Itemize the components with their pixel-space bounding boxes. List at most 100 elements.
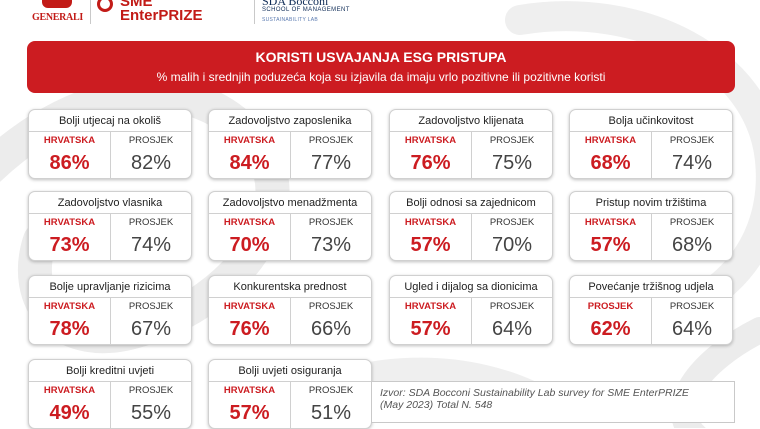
card-left-value: 49% bbox=[49, 402, 90, 424]
card-right-label: PROSJEK bbox=[128, 135, 174, 146]
card-title: Bolji utjecaj na okoliš bbox=[58, 115, 162, 127]
ring-icon bbox=[97, 0, 113, 12]
card-left-label: PROSJEK bbox=[587, 301, 634, 312]
benefit-card: Konkurentska prednost HRVATSKA PROSJEK 76% 6… bbox=[208, 275, 372, 345]
card-left-value: 57% bbox=[410, 234, 451, 256]
card-left-value: 57% bbox=[410, 318, 451, 340]
card-left-label: HRVATSKA bbox=[223, 301, 276, 312]
card-column-divider bbox=[651, 213, 652, 260]
page-subtitle: % malih i srednjih poduzeća koja su izja… bbox=[156, 70, 606, 84]
lion-icon bbox=[42, 0, 72, 8]
card-column-divider bbox=[471, 131, 472, 178]
card-title: Bolji kreditni uvjeti bbox=[65, 365, 155, 377]
card-right-label: PROSJEK bbox=[128, 301, 174, 312]
card-left-label: HRVATSKA bbox=[404, 135, 457, 146]
card-right-label: PROSJEK bbox=[669, 301, 715, 312]
sda-logo-line3: SUSTAINABILITY LAB bbox=[262, 17, 319, 23]
benefit-card: Povećanje tržišnog udjela PROSJEK PROSJEK 6… bbox=[569, 275, 733, 345]
generali-logo-text: GENERALI bbox=[32, 12, 83, 23]
card-title: Ugled i dijalog sa dionicima bbox=[404, 281, 538, 293]
card-left-value: 62% bbox=[590, 318, 631, 340]
card-right-label: PROSJEK bbox=[308, 217, 354, 228]
title-banner: KORISTI USVAJANJA ESG PRISTUPA % malih i… bbox=[27, 41, 735, 93]
card-right-value: 74% bbox=[671, 152, 713, 174]
card-column-divider bbox=[290, 297, 291, 344]
card-right-value: 73% bbox=[310, 234, 352, 256]
card-column-divider bbox=[110, 213, 111, 260]
benefit-card: Zadovoljstvo klijenata HRVATSKA PROSJEK 76%… bbox=[389, 109, 553, 179]
benefit-card: Zadovoljstvo menadžmenta HRVATSKA PROSJEK 7… bbox=[208, 191, 372, 261]
benefit-card: Zadovoljstvo vlasnika HRVATSKA PROSJEK 73% 7… bbox=[28, 191, 192, 261]
sda-logo-line1: SDA Bocconi bbox=[262, 0, 329, 8]
card-right-label: PROSJEK bbox=[128, 217, 174, 228]
card-right-value: 82% bbox=[130, 152, 172, 174]
card-right-label: PROSJEK bbox=[489, 301, 535, 312]
card-right-value: 64% bbox=[491, 318, 533, 340]
card-right-value: 66% bbox=[310, 318, 352, 340]
card-title: Zadovoljstvo menadžmenta bbox=[222, 197, 358, 209]
card-column-divider bbox=[110, 381, 111, 428]
card-right-value: 70% bbox=[491, 234, 533, 256]
card-right-label: PROSJEK bbox=[489, 135, 535, 146]
card-column-divider bbox=[110, 131, 111, 178]
card-column-divider bbox=[110, 297, 111, 344]
card-title: Bolje upravljanje rizicima bbox=[49, 281, 171, 293]
card-right-label: PROSJEK bbox=[669, 217, 715, 228]
card-right-value: 67% bbox=[130, 318, 172, 340]
card-column-divider bbox=[471, 297, 472, 344]
card-left-label: HRVATSKA bbox=[223, 385, 276, 396]
card-title: Zadovoljstvo zaposlenika bbox=[228, 115, 352, 127]
card-left-label: HRVATSKA bbox=[584, 217, 637, 228]
card-right-label: PROSJEK bbox=[669, 135, 715, 146]
card-left-label: HRVATSKA bbox=[43, 385, 96, 396]
card-title: Zadovoljstvo vlasnika bbox=[57, 197, 163, 209]
card-left-value: 57% bbox=[590, 234, 631, 256]
card-left-label: HRVATSKA bbox=[404, 217, 457, 228]
card-left-value: 76% bbox=[229, 318, 270, 340]
sme-logo-line1: SME bbox=[120, 0, 153, 10]
card-title: Konkurentska prednost bbox=[233, 281, 347, 293]
card-column-divider bbox=[651, 297, 652, 344]
benefit-card: Pristup novim tržištima HRVATSKA PROSJEK 57… bbox=[569, 191, 733, 261]
card-left-value: 73% bbox=[49, 234, 90, 256]
card-right-value: 77% bbox=[310, 152, 352, 174]
header-logos: GENERALI SME EnterPRIZE SDA Bocconi SCHO… bbox=[0, 0, 760, 28]
benefit-card: Bolji odnosi sa zajednicom HRVATSKA PROSJE… bbox=[389, 191, 553, 261]
card-column-divider bbox=[471, 213, 472, 260]
benefit-card: Bolji utjecaj na okoliš HRVATSKA PROSJEK 86… bbox=[28, 109, 192, 179]
card-right-value: 51% bbox=[310, 402, 352, 424]
card-column-divider bbox=[290, 381, 291, 428]
card-left-label: HRVATSKA bbox=[43, 217, 96, 228]
logo-divider bbox=[90, 0, 91, 24]
card-title: Bolja učinkovitost bbox=[608, 115, 694, 127]
generali-logo: GENERALI bbox=[30, 0, 84, 24]
card-right-label: PROSJEK bbox=[489, 217, 535, 228]
benefit-card: Bolji uvjeti osiguranja HRVATSKA PROSJEK 57… bbox=[208, 359, 372, 429]
card-title: Povećanje tržišnog udjela bbox=[588, 281, 714, 293]
card-title: Bolji uvjeti osiguranja bbox=[238, 365, 342, 377]
card-column-divider bbox=[290, 131, 291, 178]
card-left-value: 70% bbox=[229, 234, 270, 256]
card-left-label: HRVATSKA bbox=[584, 135, 637, 146]
benefit-card: Bolji kreditni uvjeti HRVATSKA PROSJEK 49% 5… bbox=[28, 359, 192, 429]
card-title: Zadovoljstvo klijenata bbox=[418, 115, 524, 127]
card-left-value: 84% bbox=[229, 152, 270, 174]
sme-logo-line2: EnterPRIZE bbox=[120, 7, 203, 24]
source-line1: Izvor: SDA Bocconi Sustainability Lab su… bbox=[380, 387, 689, 399]
card-left-value: 86% bbox=[49, 152, 90, 174]
benefit-card: Bolja učinkovitost HRVATSKA PROSJEK 68% 74% bbox=[569, 109, 733, 179]
source-line2: (May 2023) Total N. 548 bbox=[380, 399, 493, 411]
card-right-value: 64% bbox=[671, 318, 713, 340]
card-left-label: HRVATSKA bbox=[43, 301, 96, 312]
card-title: Bolji odnosi sa zajednicom bbox=[406, 197, 536, 209]
benefit-card: Bolje upravljanje rizicima HRVATSKA PROSJE… bbox=[28, 275, 192, 345]
card-left-value: 76% bbox=[410, 152, 451, 174]
sme-enterprize-logo: SME EnterPRIZE bbox=[97, 0, 247, 24]
card-left-value: 78% bbox=[49, 318, 90, 340]
card-column-divider bbox=[290, 213, 291, 260]
sda-logo-line2: SCHOOL OF MANAGEMENT bbox=[262, 7, 350, 13]
card-right-label: PROSJEK bbox=[128, 385, 174, 396]
card-title: Pristup novim tržištima bbox=[595, 197, 707, 209]
page-title: KORISTI USVAJANJA ESG PRISTUPA bbox=[255, 49, 507, 65]
benefit-card: Zadovoljstvo zaposlenika HRVATSKA PROSJEK 8… bbox=[208, 109, 372, 179]
